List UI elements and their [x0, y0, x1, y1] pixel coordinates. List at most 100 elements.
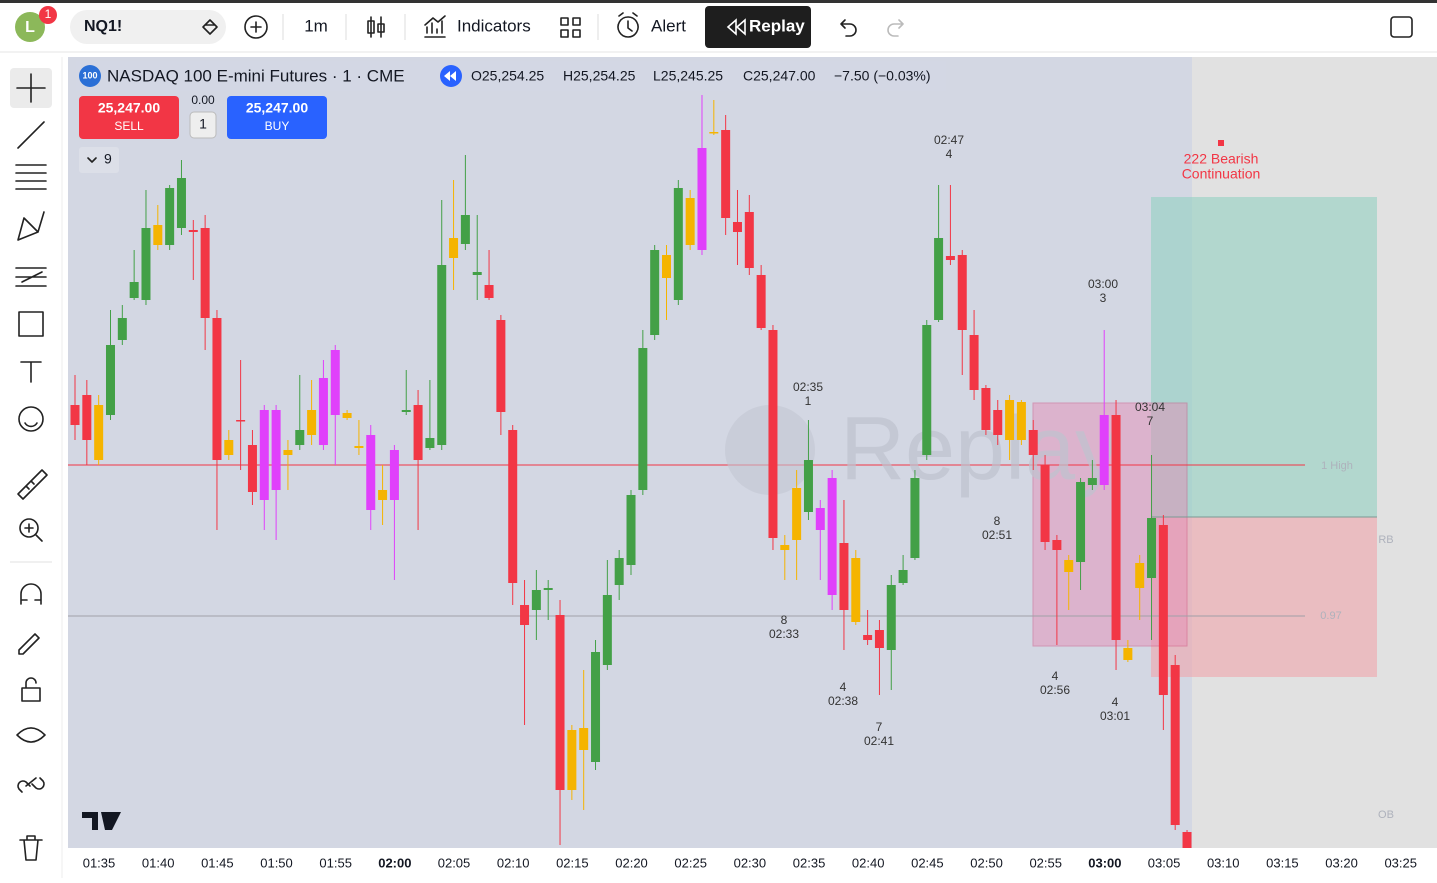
- avatar[interactable]: [15, 12, 45, 42]
- watermark: Replay: [840, 399, 1120, 499]
- candle-body: [1005, 400, 1015, 440]
- legend-change: −7.50 (−0.03%): [834, 68, 931, 84]
- compare-button[interactable]: [244, 15, 268, 39]
- x-tick-label: 03:05: [1148, 855, 1181, 870]
- annotation: 03:04: [1135, 400, 1165, 414]
- visibility-tool[interactable]: [16, 727, 46, 743]
- chart-type-button[interactable]: [367, 16, 385, 38]
- annotation: 4: [1052, 669, 1059, 683]
- legend-title: NASDAQ 100 E-mini Futures · 1 · CME: [107, 66, 405, 85]
- x-tick-label: 01:35: [83, 855, 116, 870]
- emoji-smile: [24, 422, 38, 428]
- candle-body: [827, 478, 837, 595]
- level-label: 1 High: [1321, 460, 1353, 472]
- pattern-marker: [1218, 140, 1224, 146]
- candle-body: [839, 543, 849, 610]
- replay-button[interactable]: [705, 6, 811, 48]
- zoom-tool[interactable]: [19, 518, 39, 538]
- stop-zone: [1151, 517, 1377, 677]
- candle-body: [236, 420, 246, 422]
- candle-body: [437, 265, 447, 445]
- delete-tool[interactable]: [19, 835, 43, 861]
- candle-body: [117, 318, 127, 340]
- candle-body: [922, 325, 932, 455]
- candle-body: [898, 570, 908, 583]
- candle-body: [567, 730, 577, 790]
- legend-close: C25,247.00: [743, 68, 816, 84]
- candle-body: [1016, 402, 1026, 440]
- candle-body: [283, 450, 293, 455]
- fib-tool[interactable]: [15, 164, 47, 190]
- candle-body: [188, 230, 198, 232]
- x-tick-label: 02:45: [911, 855, 944, 870]
- annotation: 8: [994, 514, 1001, 528]
- measure-tool[interactable]: [17, 469, 48, 500]
- replay-status-icon: [444, 71, 456, 81]
- candle-body: [330, 350, 340, 415]
- pattern-tool[interactable]: [17, 211, 45, 241]
- indicators-toggle[interactable]: [79, 147, 119, 173]
- indicators-button[interactable]: Indicators: [457, 16, 531, 35]
- interval[interactable]: 1m: [304, 16, 328, 35]
- candle-body: [851, 558, 861, 622]
- candle-body: [910, 478, 920, 558]
- candle-body: [638, 348, 648, 490]
- alert-button[interactable]: Alert: [651, 16, 686, 35]
- badge-count: 1: [45, 7, 52, 21]
- candle-body: [153, 225, 163, 245]
- lock-tool[interactable]: [21, 677, 41, 702]
- pattern-label: Continuation: [1182, 166, 1261, 182]
- sell-button[interactable]: [79, 96, 179, 139]
- magnet-tool[interactable]: [20, 583, 42, 605]
- annotation: 4: [840, 680, 847, 694]
- shape-tool[interactable]: [18, 311, 44, 337]
- forecast-tool[interactable]: [15, 267, 47, 287]
- candle-body: [697, 148, 707, 250]
- replay-icon: [726, 18, 746, 36]
- candle-body: [401, 410, 411, 412]
- layouts-button[interactable]: [560, 17, 581, 38]
- emoji-tool[interactable]: [18, 406, 44, 432]
- candle-body: [555, 615, 565, 790]
- candle-body: [176, 178, 186, 228]
- fullscreen-button[interactable]: [1390, 16, 1413, 38]
- annotation: 03:00: [1088, 277, 1118, 291]
- candle-body: [1170, 665, 1180, 825]
- symbol-icon: [202, 19, 218, 35]
- top-border: [0, 0, 1437, 3]
- plus-icon: [250, 21, 262, 33]
- x-tick-label: 02:15: [556, 855, 589, 870]
- candle-body: [721, 130, 731, 218]
- annotation: 02:35: [793, 380, 823, 394]
- candle-body: [271, 410, 281, 490]
- text-tool[interactable]: [20, 361, 42, 383]
- annotation: 03:01: [1100, 709, 1130, 723]
- undo-button[interactable]: [840, 19, 857, 37]
- candle-body: [105, 345, 115, 415]
- candle-body: [756, 275, 766, 328]
- drawing-mode-tool[interactable]: [18, 633, 40, 655]
- symbol-search[interactable]: [70, 10, 226, 44]
- candle-body: [247, 445, 257, 492]
- x-tick-label: 01:50: [260, 855, 293, 870]
- quantity-box[interactable]: [189, 111, 217, 139]
- x-tick-label: 02:40: [852, 855, 885, 870]
- x-tick-label: 02:50: [970, 855, 1003, 870]
- annotation: 3: [1100, 291, 1107, 305]
- candle-body: [1158, 525, 1168, 695]
- buy-label: BUY: [265, 119, 290, 133]
- level-label: RB: [1378, 534, 1393, 546]
- x-tick-label: 02:55: [1029, 855, 1062, 870]
- x-tick-label: 03:25: [1384, 855, 1417, 870]
- trendline-tool[interactable]: [17, 121, 45, 149]
- crosshair-tool[interactable]: [16, 73, 46, 103]
- candle-body: [389, 450, 399, 500]
- link-tool[interactable]: [17, 777, 45, 793]
- buy-button[interactable]: [227, 96, 327, 139]
- x-tick-label: 02:20: [615, 855, 648, 870]
- redo-button[interactable]: [887, 19, 904, 37]
- candle-body: [957, 255, 967, 330]
- candle-body: [768, 330, 778, 538]
- zoom-icon: [24, 523, 43, 542]
